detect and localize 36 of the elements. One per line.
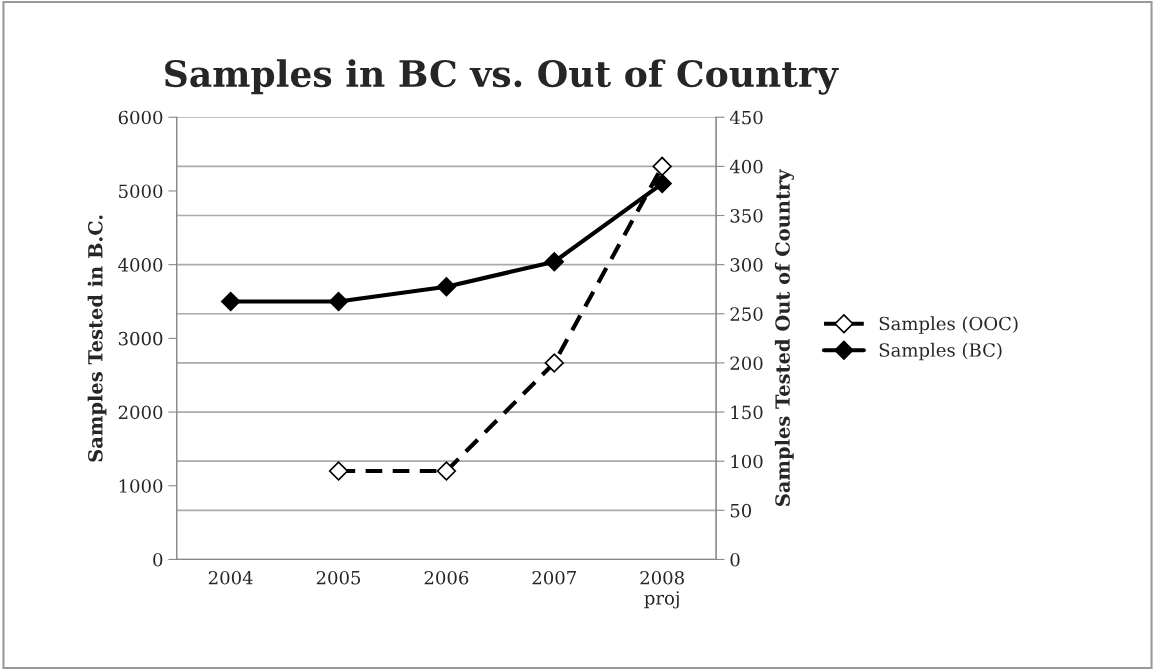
- x-tick-label: 2004: [208, 570, 253, 585]
- y-tick-label: 1000: [119, 479, 163, 493]
- point: [544, 353, 564, 373]
- x-tick-label: 2005: [316, 570, 361, 585]
- y2-tick-label: 300: [730, 258, 763, 272]
- y2-tick-label: 200: [730, 356, 763, 371]
- y2-tick-label: 50: [730, 503, 752, 518]
- y2-tick-label: 350: [730, 208, 763, 223]
- y-tick-label: 6000: [118, 110, 163, 125]
- y-tick-label: 0: [153, 552, 163, 567]
- x-tick-label: 2007: [532, 570, 576, 585]
- y2-tick-label: 250: [730, 307, 763, 321]
- legend-label: Samples (BC): [879, 342, 1002, 361]
- legend-label: Samples (OOC): [879, 316, 1018, 334]
- point: [544, 252, 564, 272]
- y-tick-label: 5000: [119, 184, 163, 199]
- y-axis-title: Samples Tested in B.C.: [87, 215, 107, 462]
- chart-title: Samples in BC vs. Out of Country: [165, 59, 839, 95]
- point: [328, 461, 349, 481]
- y-tick-label: 2000: [118, 405, 163, 420]
- y2-tick-label: 400: [729, 159, 763, 174]
- y2-tick-label: 0: [730, 552, 740, 567]
- point: [220, 291, 241, 312]
- y-tick-label: 4000: [118, 258, 163, 272]
- y2-axis-title: Samples Tested Out of Country: [774, 169, 794, 506]
- point: [328, 291, 349, 312]
- x-tick-label: 2006: [424, 570, 469, 585]
- y-tick-label: 3000: [118, 331, 163, 346]
- point: [652, 173, 672, 194]
- y2-tick-label: 100: [731, 454, 763, 469]
- point: [436, 277, 457, 297]
- point: [652, 156, 672, 177]
- x-tick-label: 2008 proj: [640, 570, 684, 609]
- y2-tick-label: 450: [729, 110, 763, 125]
- point: [436, 461, 457, 481]
- y2-tick-label: 150: [731, 405, 763, 420]
